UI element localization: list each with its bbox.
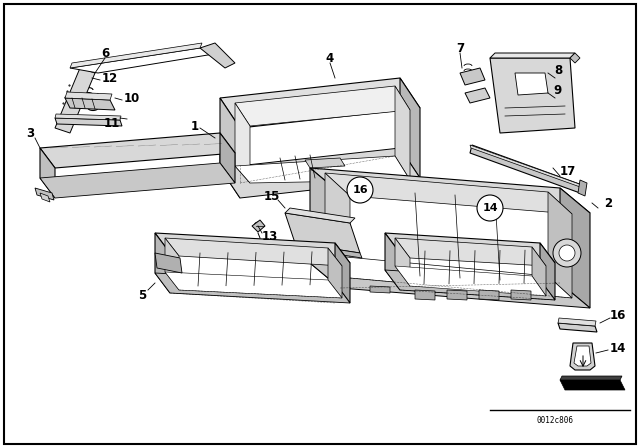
Polygon shape [370, 286, 390, 293]
Polygon shape [285, 213, 360, 253]
Polygon shape [460, 286, 480, 293]
Polygon shape [490, 58, 575, 133]
Polygon shape [165, 272, 342, 298]
Polygon shape [385, 270, 555, 300]
Polygon shape [155, 273, 350, 303]
Polygon shape [40, 148, 55, 198]
Polygon shape [155, 233, 350, 263]
Polygon shape [165, 238, 179, 290]
Polygon shape [574, 346, 591, 366]
Polygon shape [220, 148, 420, 198]
Text: 6: 6 [101, 47, 109, 60]
Polygon shape [558, 318, 596, 326]
Text: 9: 9 [554, 83, 562, 96]
Circle shape [477, 195, 503, 221]
Polygon shape [235, 156, 410, 183]
Polygon shape [235, 103, 250, 183]
Text: 15: 15 [264, 190, 280, 202]
Polygon shape [305, 158, 345, 168]
Polygon shape [220, 98, 240, 198]
Polygon shape [415, 286, 435, 293]
Polygon shape [460, 68, 485, 85]
Text: 14: 14 [482, 203, 498, 213]
Text: 10: 10 [124, 91, 140, 104]
Polygon shape [560, 376, 622, 380]
Polygon shape [325, 173, 572, 214]
Polygon shape [465, 88, 490, 103]
Polygon shape [400, 78, 420, 178]
Polygon shape [200, 43, 235, 68]
Polygon shape [220, 133, 235, 183]
Polygon shape [40, 133, 235, 168]
Circle shape [559, 245, 575, 261]
Polygon shape [385, 233, 555, 263]
Polygon shape [35, 188, 54, 200]
Circle shape [347, 177, 373, 203]
Polygon shape [310, 168, 590, 213]
Text: 11: 11 [104, 116, 120, 129]
Polygon shape [470, 145, 582, 193]
Polygon shape [55, 114, 121, 120]
Polygon shape [65, 92, 112, 100]
Polygon shape [560, 380, 625, 390]
Polygon shape [548, 192, 572, 298]
Text: 5: 5 [138, 289, 146, 302]
Text: 1: 1 [191, 120, 199, 133]
Text: 16: 16 [610, 309, 626, 322]
Polygon shape [479, 290, 499, 300]
Text: 0012c806: 0012c806 [536, 415, 573, 425]
Polygon shape [540, 243, 555, 300]
Polygon shape [325, 173, 350, 278]
Polygon shape [325, 255, 572, 298]
Polygon shape [65, 98, 115, 110]
Polygon shape [385, 233, 400, 290]
Polygon shape [578, 180, 587, 196]
Polygon shape [415, 290, 435, 300]
Circle shape [553, 239, 581, 267]
Polygon shape [252, 220, 265, 232]
Polygon shape [70, 43, 202, 68]
Polygon shape [515, 73, 548, 95]
Polygon shape [70, 48, 220, 73]
Polygon shape [511, 290, 531, 300]
Polygon shape [570, 53, 580, 63]
Polygon shape [295, 243, 362, 258]
Polygon shape [310, 168, 340, 288]
Polygon shape [395, 86, 410, 180]
Text: 16: 16 [352, 185, 368, 195]
Text: 13: 13 [262, 229, 278, 242]
Polygon shape [328, 248, 342, 298]
Polygon shape [55, 68, 95, 133]
Polygon shape [505, 286, 525, 293]
Polygon shape [532, 247, 546, 296]
Text: 7: 7 [456, 42, 464, 55]
Polygon shape [395, 238, 410, 286]
Text: 8: 8 [554, 64, 562, 77]
Polygon shape [155, 253, 182, 273]
Polygon shape [310, 263, 590, 308]
Polygon shape [235, 86, 410, 126]
Polygon shape [55, 118, 122, 126]
Text: 4: 4 [326, 52, 334, 65]
Polygon shape [155, 233, 170, 293]
Polygon shape [40, 193, 50, 202]
Text: 12: 12 [102, 72, 118, 85]
Polygon shape [165, 238, 342, 266]
Polygon shape [447, 290, 467, 300]
Polygon shape [285, 208, 355, 223]
Polygon shape [395, 238, 546, 266]
Text: 17: 17 [560, 164, 576, 177]
Polygon shape [220, 78, 420, 128]
Polygon shape [395, 266, 546, 296]
Text: 2: 2 [604, 197, 612, 210]
Polygon shape [570, 343, 595, 370]
Polygon shape [560, 188, 590, 308]
Polygon shape [558, 323, 597, 332]
Text: 14: 14 [610, 341, 626, 354]
Polygon shape [490, 53, 575, 58]
Polygon shape [470, 145, 583, 188]
Text: 3: 3 [26, 126, 34, 139]
Polygon shape [40, 163, 235, 198]
Polygon shape [335, 243, 350, 303]
